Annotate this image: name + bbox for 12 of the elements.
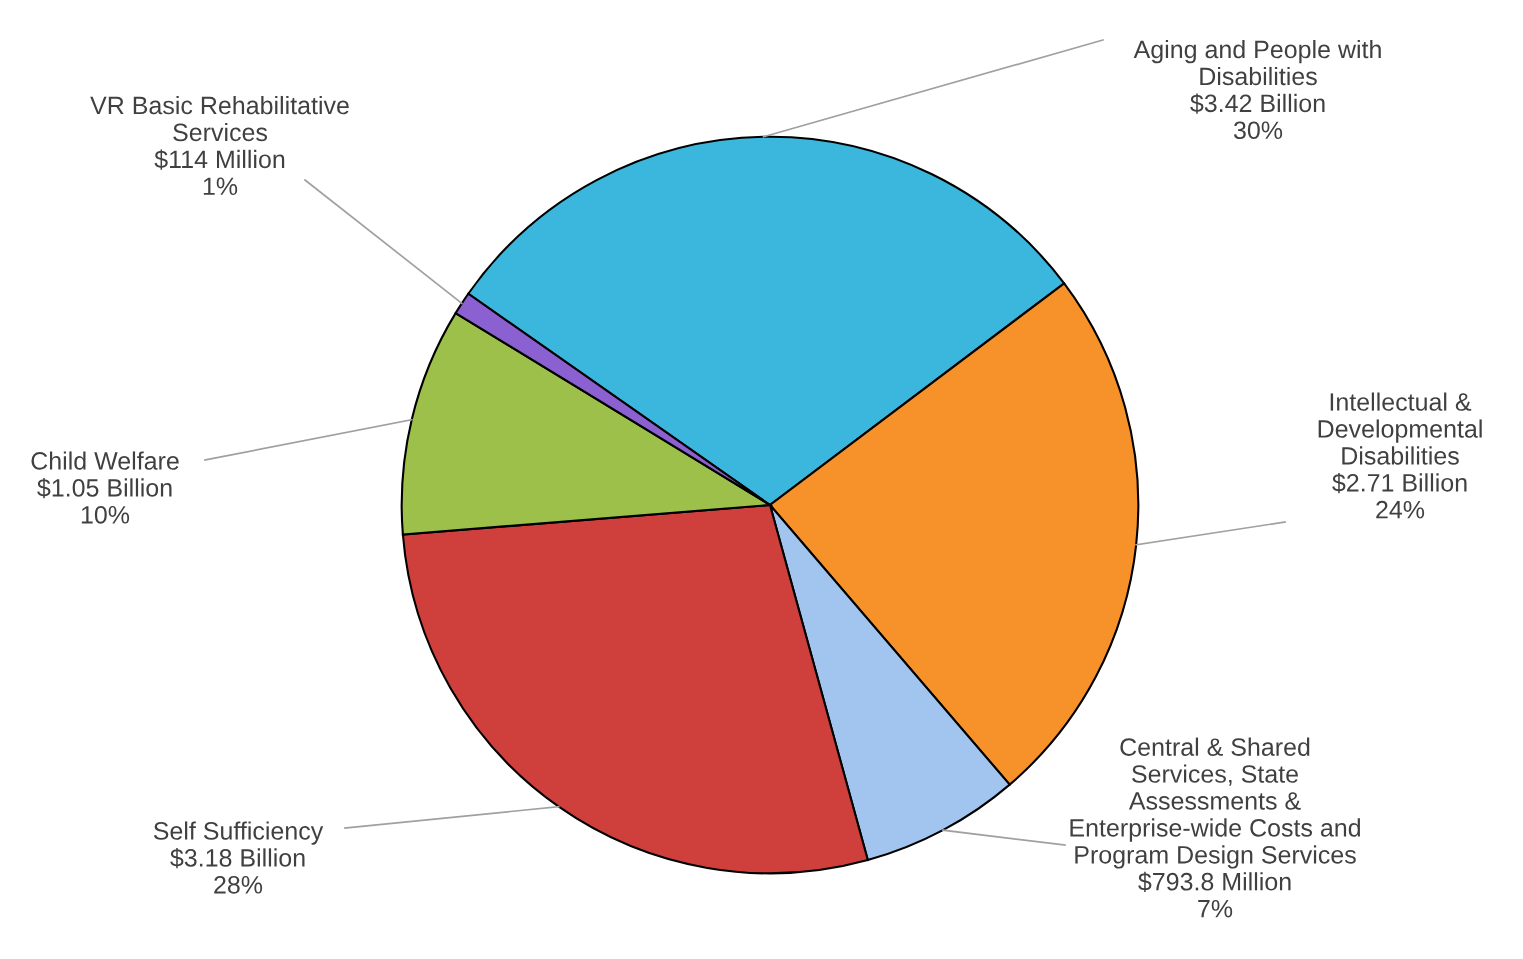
slice-label: Intellectual & Developmental Disabilities xyxy=(1318,392,1482,465)
data-label: $114 Million 1% xyxy=(154,149,285,196)
slice-label: Child Welfare xyxy=(31,451,179,470)
data-label: $1.05 Billion 10% xyxy=(37,477,172,524)
slice-label: VR Basic Rehabilitative Services xyxy=(90,95,349,142)
slice-label: Self Sufficiency xyxy=(153,821,324,845)
data-label: $3.42 Billion 30% xyxy=(1190,93,1325,140)
slice-label: Central & Shared Services, State Assessments & Enterprise-wide Costs and Program Design Services xyxy=(1070,737,1360,869)
data-label: $2.71 Billion 24% xyxy=(1332,472,1467,519)
data-label: $3.18 Billion 28% xyxy=(170,847,305,894)
data-label: $793.8 Million 7% xyxy=(1138,871,1291,918)
slice-label: Aging and People with Disabilities xyxy=(1133,39,1381,86)
